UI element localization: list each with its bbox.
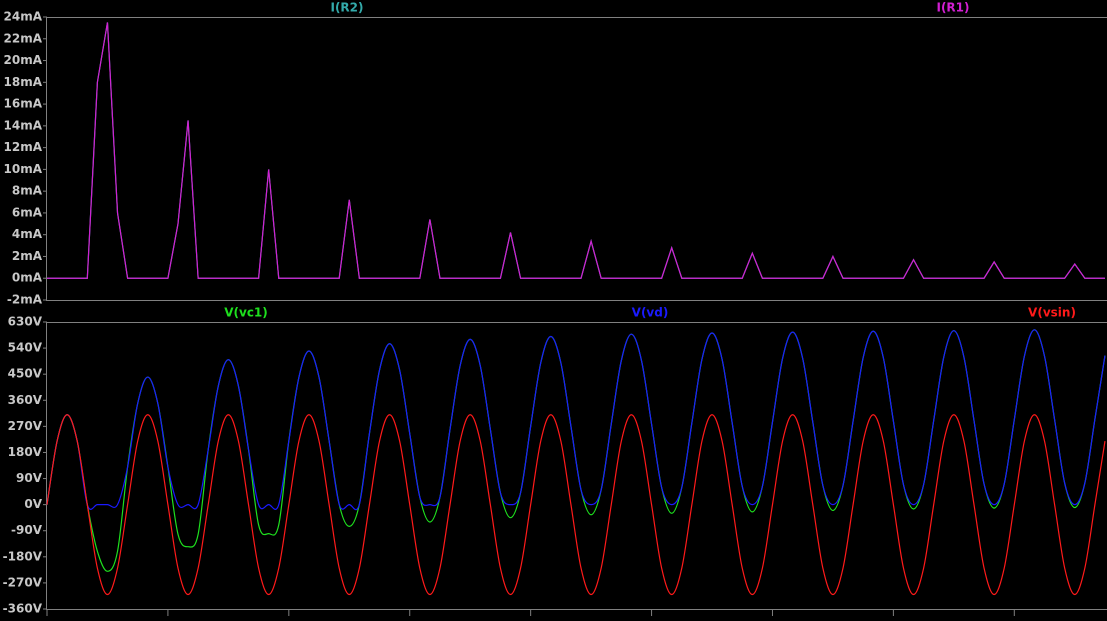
legend-label: I(R1) xyxy=(936,1,969,15)
y-tick-label: 6mA xyxy=(12,205,43,219)
legend-label: V(vd) xyxy=(632,306,669,320)
y-tick-label: -90V xyxy=(11,523,43,537)
y-tick-label: 360V xyxy=(8,393,43,407)
trace xyxy=(46,329,1106,511)
plot-frame xyxy=(46,17,1107,301)
legend-label: V(vsin) xyxy=(1028,306,1076,320)
y-tick-label: 2mA xyxy=(12,249,43,263)
trace xyxy=(47,22,1105,279)
y-tick-label: 4mA xyxy=(12,227,43,241)
y-tick-label: 450V xyxy=(8,367,43,381)
y-tick-label: 8mA xyxy=(12,184,43,198)
y-tick-label: 20mA xyxy=(4,53,43,67)
y-tick-label: 0mA xyxy=(12,271,43,285)
y-tick-label: 14mA xyxy=(4,118,43,132)
y-tick-label: -2mA xyxy=(7,293,43,307)
y-tick-label: -270V xyxy=(3,575,43,589)
legend-label: V(vc1) xyxy=(224,306,268,320)
y-tick-label: 0V xyxy=(24,497,42,511)
y-tick-label: 90V xyxy=(16,471,43,485)
y-tick-label: 540V xyxy=(8,341,43,355)
y-tick-label: 24mA xyxy=(4,10,43,24)
y-tick-label: 16mA xyxy=(4,97,43,111)
y-tick-label: 180V xyxy=(8,445,43,459)
y-tick-label: 12mA xyxy=(4,140,43,154)
y-tick-label: 630V xyxy=(8,315,43,329)
trace xyxy=(47,22,1105,279)
y-tick-label: 18mA xyxy=(4,75,43,89)
y-tick-label: 22mA xyxy=(4,31,43,45)
plot-frame xyxy=(46,322,1107,610)
legend-label: I(R2) xyxy=(330,1,363,15)
y-tick-label: 10mA xyxy=(4,162,43,176)
y-tick-label: -360V xyxy=(3,602,43,616)
trace xyxy=(46,414,1106,596)
y-tick-label: -180V xyxy=(3,549,43,563)
y-tick-label: 270V xyxy=(8,419,43,433)
